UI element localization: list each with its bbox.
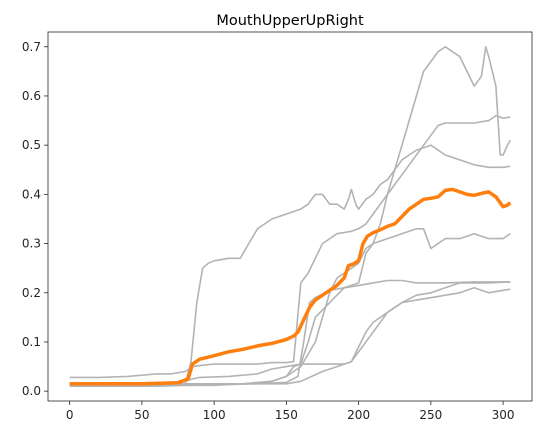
- x-tick-label: 250: [419, 408, 442, 422]
- gray-series-line-2: [69, 281, 511, 387]
- gray-series-line-1: [69, 286, 511, 385]
- gray-series-line-7: [69, 45, 511, 388]
- plot-frame: [47, 31, 533, 402]
- x-tick-label: 100: [203, 408, 226, 422]
- y-tick-label: 0.0: [22, 384, 41, 398]
- series-layer: [69, 45, 512, 388]
- axes-layer: 0 50 100 150 200 250 300 0.0 0.1 0.2 0.3 0.4 0.5 0.6 0…: [22, 40, 515, 422]
- highlight-series-line: [69, 187, 512, 386]
- x-tick-label: 50: [134, 408, 149, 422]
- gray-series-line-5: [69, 228, 511, 387]
- x-tick-label: 200: [347, 408, 370, 422]
- y-tick-label: 0.6: [22, 89, 41, 103]
- gray-series-line-6: [69, 144, 511, 379]
- y-tick-label: 0.2: [22, 286, 41, 300]
- y-tick-label: 0.1: [22, 335, 41, 349]
- x-tick-label: 300: [492, 408, 515, 422]
- y-tick-label: 0.5: [22, 138, 41, 152]
- gray-series-line-4: [69, 114, 511, 388]
- x-tick-label: 0: [66, 408, 74, 422]
- y-tick-label: 0.4: [22, 187, 41, 201]
- chart-title: MouthUpperUpRight: [216, 13, 364, 29]
- y-tick-label: 0.7: [22, 40, 41, 54]
- x-tick-label: 150: [275, 408, 298, 422]
- y-tick-label: 0.3: [22, 237, 41, 251]
